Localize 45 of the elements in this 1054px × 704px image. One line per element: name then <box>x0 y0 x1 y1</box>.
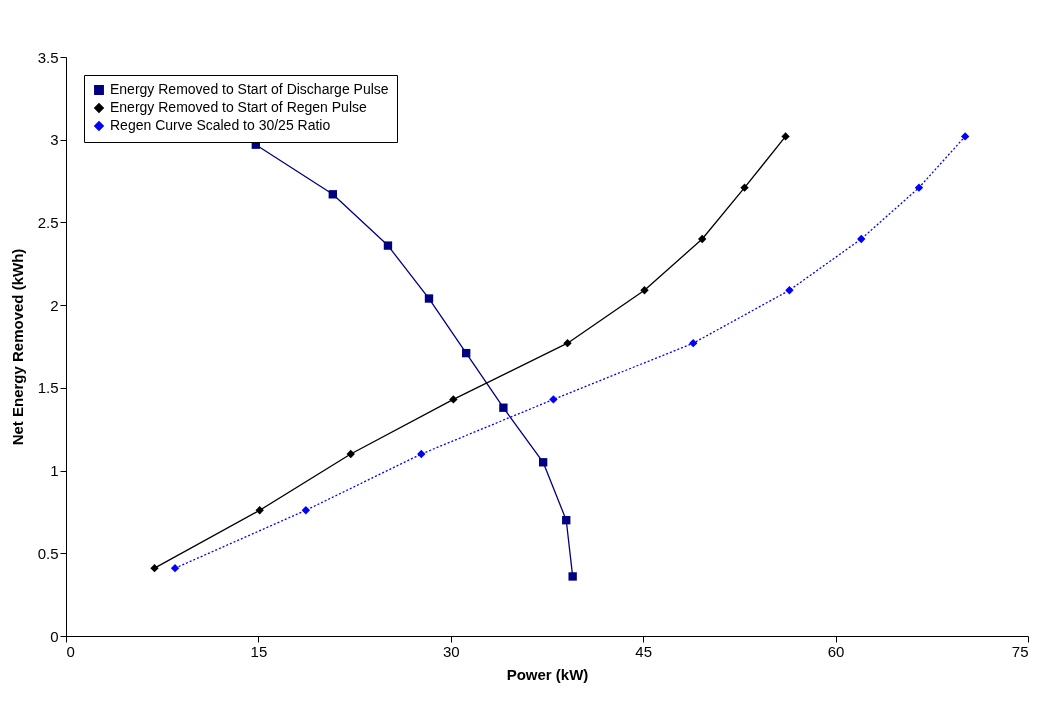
point <box>549 395 558 404</box>
point <box>538 458 548 467</box>
y-tick-label: 1.5 <box>37 379 59 397</box>
x-tick-label: 60 <box>827 642 845 660</box>
point <box>640 286 649 295</box>
point <box>568 572 577 581</box>
point <box>785 286 794 295</box>
legend-label: Energy Removed to Start of Discharge Pulse <box>110 81 389 97</box>
point <box>499 403 508 412</box>
point <box>255 506 264 515</box>
y-tick-label: 0.5 <box>37 544 59 562</box>
x-tick-label: 45 <box>635 642 653 660</box>
x-tick-label: 75 <box>1011 642 1029 660</box>
y-tick-label: 3 <box>50 131 59 149</box>
point <box>424 294 434 303</box>
legend-label: Regen Curve Scaled to 30/25 Ratio <box>110 117 331 133</box>
point <box>562 516 571 525</box>
x-axis-title: Power (kW) <box>506 665 589 683</box>
point <box>328 190 337 199</box>
y-tick-label: 3.5 <box>37 48 59 66</box>
y-tick-label: 2.5 <box>37 213 59 231</box>
point <box>960 132 970 141</box>
point <box>689 339 698 348</box>
point <box>449 395 458 404</box>
point <box>150 563 159 573</box>
y-tick-label: 2 <box>50 296 59 314</box>
point <box>346 449 355 459</box>
point <box>417 449 426 459</box>
point <box>698 234 707 244</box>
point <box>462 348 471 358</box>
point <box>740 183 749 192</box>
x-tick-label: 15 <box>250 642 268 660</box>
point <box>563 339 572 348</box>
x-tick-label: 0 <box>66 642 75 660</box>
y-tick-label: 1 <box>50 462 59 480</box>
y-tick-label: 0 <box>50 627 59 645</box>
point <box>170 563 180 573</box>
y-axis-title: Net Energy Removed (kWh) <box>8 248 26 446</box>
point <box>857 234 866 244</box>
point <box>781 132 790 141</box>
x-tick-label: 30 <box>442 642 460 660</box>
point <box>301 506 311 515</box>
legend-label: Energy Removed to Start of Regen Pulse <box>110 99 368 115</box>
point <box>383 241 393 250</box>
point <box>914 183 924 192</box>
